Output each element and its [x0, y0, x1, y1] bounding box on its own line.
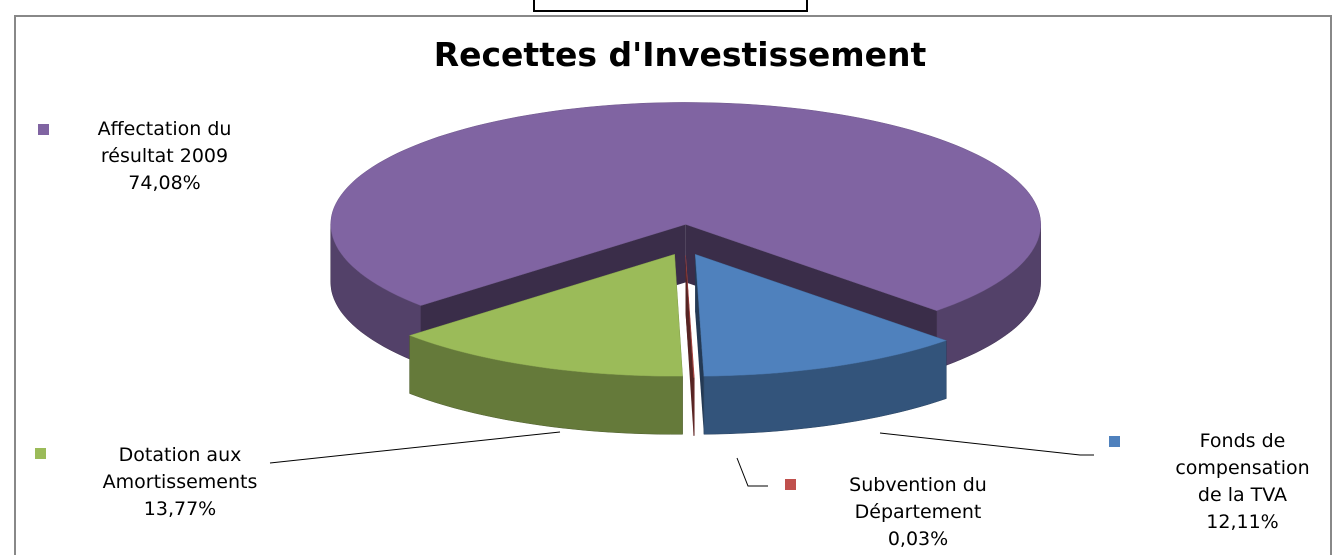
slice [408, 253, 683, 377]
pie [330, 102, 1041, 436]
slice [694, 253, 948, 377]
data-label: Dotation aux Amortissements 13,77% [35, 442, 282, 523]
slice-edge [685, 255, 694, 436]
label-value: 0,03% [887, 528, 949, 550]
label-value: 13,77% [143, 498, 217, 520]
leader-line [879, 432, 1094, 456]
data-label: Subvention du Département 0,03% [785, 472, 1024, 553]
label-name: Affectation du résultat 2009 [97, 118, 232, 167]
slice [330, 102, 1041, 311]
label-value: 12,11% [1206, 511, 1279, 533]
label-name: Subvention du Département [849, 474, 987, 523]
chart-frame [14, 15, 1332, 555]
legend-swatch [35, 448, 46, 459]
slice-side [693, 377, 695, 436]
data-label: Fonds de compensation de la TVA 12,11% [1109, 428, 1320, 536]
legend-swatch [38, 124, 49, 135]
chart-title: Recettes d'Investissement [434, 35, 927, 74]
label-name: Fonds de compensation de la TVA [1175, 430, 1310, 506]
slice-edge [695, 254, 704, 435]
header-box [533, 0, 808, 12]
label-name: Dotation aux Amortissements [102, 444, 258, 493]
leader-line [736, 457, 768, 487]
leader-line [269, 431, 561, 464]
legend-swatch [785, 479, 796, 490]
data-label: Affectation du résultat 2009 74,08% [38, 116, 267, 197]
slice [685, 255, 695, 378]
label-value: 74,08% [128, 172, 201, 194]
legend-swatch [1109, 436, 1120, 447]
